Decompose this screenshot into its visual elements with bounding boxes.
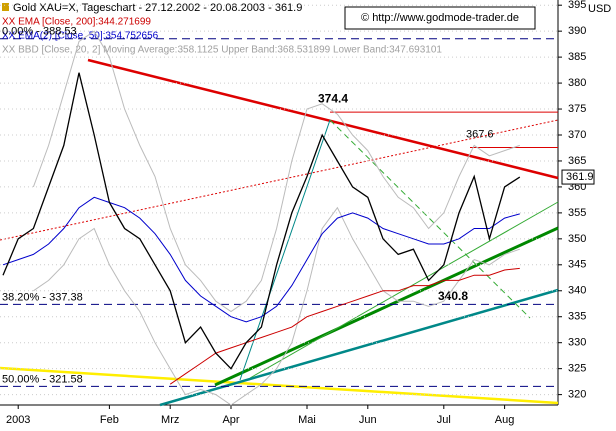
y-tick-label: 345 (568, 259, 586, 271)
x-tick-label: Jun (359, 414, 377, 426)
y-tick-label: 390 (568, 25, 586, 37)
series-line (33, 206, 520, 406)
copyright: © http://www.godmode-trader.de (361, 12, 519, 24)
y-tick-label: 365 (568, 155, 586, 167)
resistance-label: 367.6 (466, 128, 494, 140)
y-tick-label: 395 (568, 0, 586, 11)
y-tick-label: 375 (568, 103, 586, 115)
trendline (0, 119, 559, 241)
x-tick-label: Apr (222, 414, 239, 426)
indicator-legend: XX EMA(2) [Close, 50]:354.752656 (2, 31, 159, 42)
low-label: 340.8 (438, 289, 468, 303)
copyright-box (344, 6, 536, 30)
trendline (159, 288, 559, 407)
y-tick-label: 350 (568, 233, 586, 245)
y-tick-label: 330 (568, 337, 586, 349)
trendline (249, 201, 559, 379)
fib-label: 50.00% - 321.58 (2, 373, 83, 385)
last-price: 361.9 (566, 171, 594, 183)
trendlines (0, 58, 559, 407)
trendline (87, 58, 559, 180)
trendline (329, 119, 531, 319)
y-tick-label: 335 (568, 311, 586, 323)
y-tick-label: 320 (568, 389, 586, 401)
x-tick-label: Mrz (161, 414, 179, 426)
resistance-label: 374.4 (318, 91, 348, 105)
x-tick-label: Feb (100, 414, 119, 426)
series-line (169, 267, 520, 385)
fib-label: 0.00% - 388.53 (2, 26, 77, 38)
trendline (0, 366, 559, 405)
x-tick-label: Aug (495, 414, 515, 426)
y-tick-label: 385 (568, 51, 586, 63)
series-line (2, 72, 521, 370)
chart-title: Gold XAU=X, Tageschart - 27.12.2002 - 20… (13, 2, 302, 14)
indicator-legend: XX EMA [Close, 200]:344.271699 (2, 17, 151, 28)
last-price-box (561, 169, 595, 185)
y-tick-label: 380 (568, 77, 586, 89)
y-unit: USD (588, 3, 611, 15)
series-line (32, 30, 520, 313)
icon (2, 3, 9, 11)
series-line (2, 196, 520, 323)
y-tick-label: 340 (568, 285, 586, 297)
indicator-legend: XX BBD [Close, 20, 2] Moving Average:358… (2, 45, 442, 56)
y-tick-label: 325 (568, 363, 586, 375)
y-tick-label: 355 (568, 207, 586, 219)
trendline (214, 226, 559, 387)
x-tick-label: 2003 (6, 414, 30, 426)
fib-label: 38.20% - 337.38 (2, 291, 83, 303)
x-tick-label: Mai (298, 414, 316, 426)
x-tick-label: Jul (437, 414, 451, 426)
y-tick-label: 370 (568, 129, 586, 141)
trendline (239, 119, 331, 381)
